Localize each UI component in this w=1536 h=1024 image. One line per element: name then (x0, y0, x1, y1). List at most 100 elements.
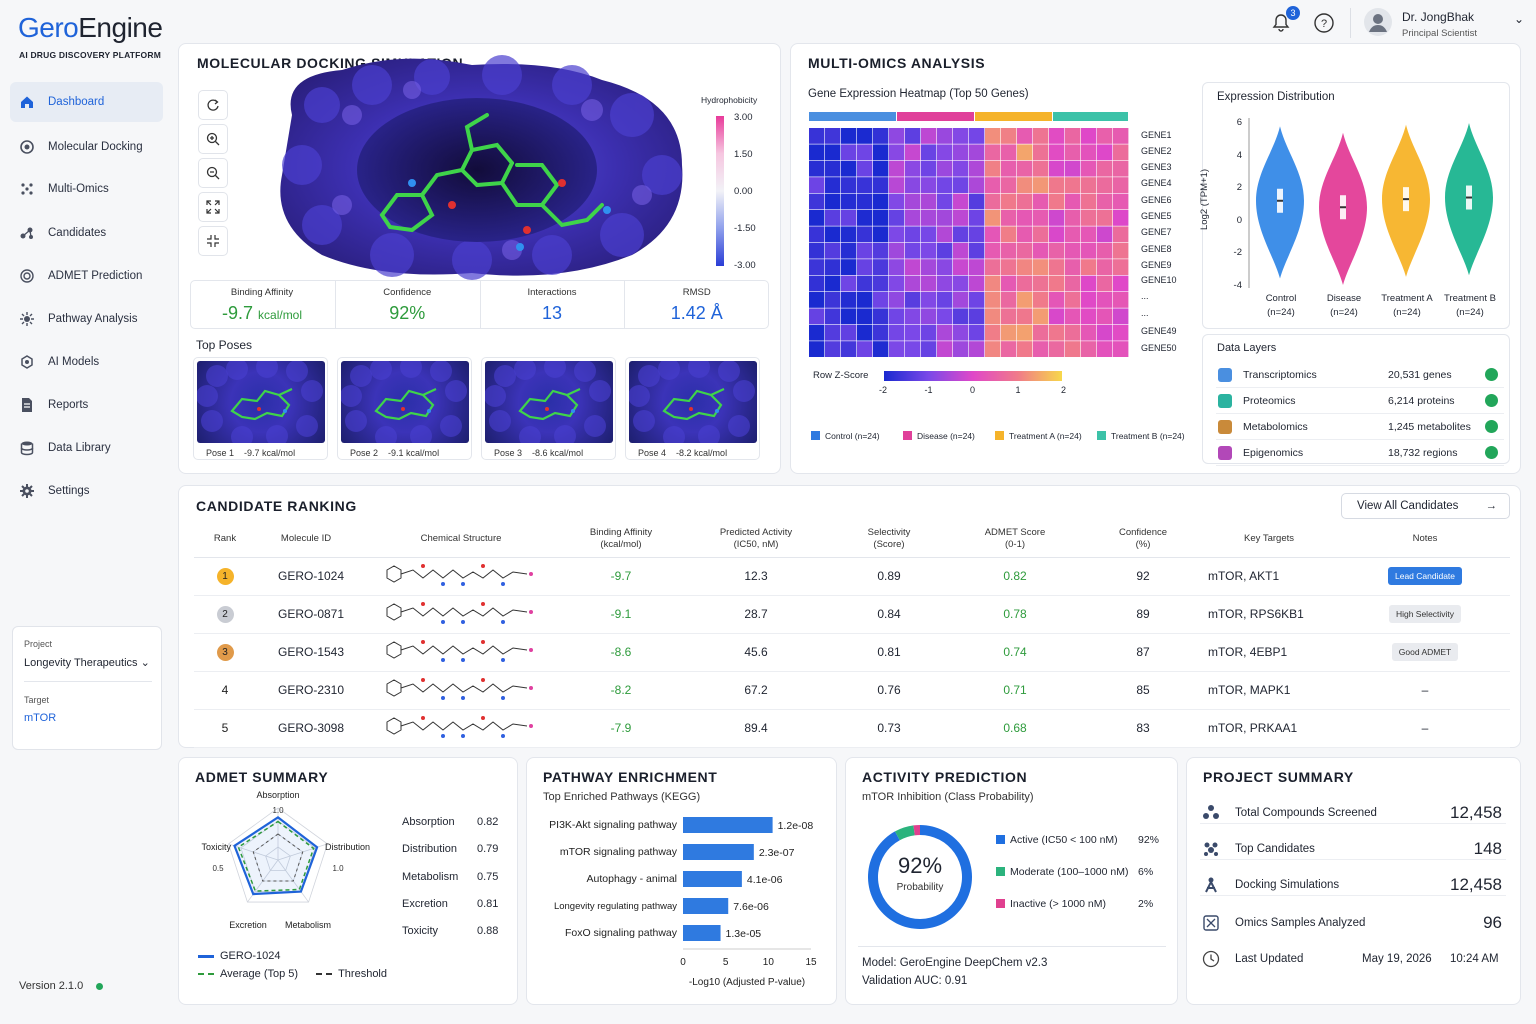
view-all-candidates-button[interactable]: View All Candidates → (1341, 493, 1510, 519)
ligand-pose-image (196, 356, 323, 448)
last-updated-label: Last Updated (1235, 953, 1304, 965)
sidebar-item-dashboard[interactable]: Dashboard (10, 82, 163, 122)
app-logo[interactable]: GeroEngine (18, 12, 163, 43)
heatmap-cell (1049, 144, 1065, 161)
table-row[interactable]: 5 GERO-3098 -7.9 89.4 0.73 0.68 83 mTOR, PRKAA1… (194, 709, 1510, 748)
cell-targets: mTOR, PRKAA1 (1208, 721, 1298, 735)
data-layer-transcriptomics[interactable]: Transcriptomics 20,531 genes (1216, 362, 1504, 388)
column-header[interactable]: Confidence (%) (1088, 522, 1198, 558)
table-row[interactable]: 4 GERO-2310 -8.2 67.2 0.76 0.71 85 mTOR, MAPK1 – (194, 671, 1510, 710)
activity-donut-chart[interactable] (858, 815, 982, 939)
column-header[interactable]: ADMET Score (0-1) (942, 522, 1088, 558)
pathway-bar[interactable] (683, 925, 721, 941)
group-n: (n=24) (1330, 307, 1358, 318)
sidebar-item-settings[interactable]: Settings (10, 471, 163, 511)
violin-plot[interactable] (1248, 118, 1504, 290)
pose-card[interactable]: Pose 2 -9.1 kcal/mol (337, 356, 472, 460)
sidebar-item-molecular-docking[interactable]: Molecular Docking (10, 127, 163, 167)
sidebar-item-label: Reports (48, 399, 89, 411)
user-menu[interactable]: Dr. JongBhak Principal Scientist ⌄ (1364, 8, 1534, 42)
pose-card[interactable]: Pose 1 -9.7 kcal/mol (193, 356, 328, 460)
class-label: Inactive (> 1000 nM) (1010, 898, 1107, 910)
column-header[interactable]: Binding Affinity (kcal/mol) (566, 522, 676, 558)
admet-name: Distribution (402, 843, 458, 856)
admet-score: 0.79 (477, 843, 499, 856)
column-header[interactable]: Selectivity (Score) (836, 522, 942, 558)
column-header[interactable]: Key Targets (1198, 522, 1340, 558)
sidebar-item-data-library[interactable]: Data Library (10, 428, 163, 468)
table-row[interactable]: 1 GERO-1024 -9.7 12.3 0.89 0.82 92 mTOR, AKT1 Le… (194, 557, 1510, 596)
scale-tick: -1.50 (734, 223, 756, 234)
pathway-bar[interactable] (683, 871, 742, 887)
molecule-id[interactable]: GERO-2310 (278, 683, 345, 697)
pose-card[interactable]: Pose 3 -8.6 kcal/mol (481, 356, 616, 460)
cell-affinity: -8.2 (610, 683, 632, 697)
compounds-icon (1203, 804, 1219, 819)
sidebar-item-label: Pathway Analysis (48, 313, 138, 325)
project-selector[interactable]: Longevity Therapeutics ⌄ (24, 656, 150, 669)
admet-radar-chart[interactable]: Absorption Distribution Metabolism Excretio… (186, 790, 396, 940)
heatmap-cell (969, 308, 985, 325)
pathway-bar[interactable] (683, 898, 729, 914)
note-badge[interactable]: High Selectivity (1388, 605, 1462, 623)
heatmap-cell (905, 308, 921, 325)
pathway-bar-chart[interactable]: PI3K-Akt signaling pathway 1.2e-08 mTOR si… (530, 805, 835, 1000)
heatmap-cell (937, 177, 953, 193)
sidebar-item-ai-models[interactable]: AI Models (10, 342, 163, 382)
chemical-structure (386, 563, 533, 586)
column-header[interactable]: Chemical Structure (356, 522, 566, 558)
class-label: Moderate (100–1000 nM) (1010, 866, 1129, 878)
molecule-id[interactable]: GERO-1024 (278, 569, 345, 583)
note-badge[interactable]: Lead Candidate (1387, 567, 1463, 585)
heatmap-cell (905, 160, 921, 177)
sidebar-item-admet-prediction[interactable]: ADMET Prediction (10, 256, 163, 296)
data-layer-proteomics[interactable]: Proteomics 6,214 proteins (1216, 388, 1504, 414)
target-value[interactable]: mTOR (24, 712, 57, 724)
heatmap-cell (1017, 210, 1033, 226)
heatmap-cell (1017, 193, 1033, 210)
candidates-title: CANDIDATE RANKING (196, 498, 357, 514)
sidebar-item-reports[interactable]: Reports (10, 385, 163, 425)
heatmap-cell (953, 341, 969, 357)
sidebar-item-candidates[interactable]: Candidates (10, 213, 163, 253)
donut-slice-moderate[interactable] (894, 825, 915, 841)
expression-heatmap[interactable] (809, 128, 1129, 358)
pathway-bar[interactable] (683, 844, 754, 860)
zoom-out-button[interactable] (198, 158, 228, 188)
column-header[interactable]: Notes (1340, 522, 1510, 558)
heatmap-cell (1049, 177, 1065, 193)
donut-slice-inactive[interactable] (913, 825, 920, 836)
fullscreen-button[interactable] (198, 226, 228, 256)
heatmap-cell (1097, 242, 1113, 259)
cell-confidence: 87 (1136, 645, 1150, 659)
sidebar-item-pathway-analysis[interactable]: Pathway Analysis (10, 299, 163, 339)
sidebar-item-multi-omics[interactable]: Multi-Omics (10, 169, 163, 209)
table-row[interactable]: 2 GERO-0871 -9.1 28.7 0.84 0.78 89 mTOR, RPS6KB… (194, 595, 1510, 634)
zoom-in-button[interactable] (198, 124, 228, 154)
expand-button[interactable] (198, 192, 228, 222)
group-legend-item: Disease (n=24) (903, 431, 975, 441)
molecule-id[interactable]: GERO-3098 (278, 721, 345, 735)
heatmap-cell (1017, 128, 1033, 144)
legend-average: Average (Top 5) (220, 968, 299, 980)
notifications-button[interactable]: 3 (1270, 6, 1300, 39)
column-header[interactable]: Molecule ID (256, 522, 356, 558)
help-button[interactable]: ? (1313, 12, 1335, 39)
heatmap-cell (873, 242, 889, 259)
rotate-button[interactable] (198, 90, 228, 120)
heatmap-cell (1097, 259, 1113, 275)
gene-label: GENE5 (1141, 211, 1172, 221)
data-layer-epigenomics[interactable]: Epigenomics 18,732 regions (1216, 440, 1504, 466)
heatmap-cell (841, 160, 857, 177)
protein-3d-view[interactable] (262, 55, 692, 280)
molecule-id[interactable]: GERO-0871 (278, 607, 345, 621)
column-header[interactable]: Predicted Activity (IC50, nM) (676, 522, 836, 558)
pathway-bar[interactable] (683, 817, 773, 833)
data-layer-metabolomics[interactable]: Metabolomics 1,245 metabolites (1216, 414, 1504, 440)
molecule-id[interactable]: GERO-1543 (278, 645, 345, 659)
pose-card[interactable]: Pose 4 -8.2 kcal/mol (625, 356, 760, 460)
column-header[interactable]: Rank (194, 522, 256, 558)
table-row[interactable]: 3 GERO-1543 -8.6 45.6 0.81 0.74 87 mTOR, 4EBP1 G… (194, 633, 1510, 672)
auc-label: Validation AUC: 0.91 (862, 975, 968, 987)
note-badge[interactable]: Good ADMET (1391, 643, 1459, 661)
